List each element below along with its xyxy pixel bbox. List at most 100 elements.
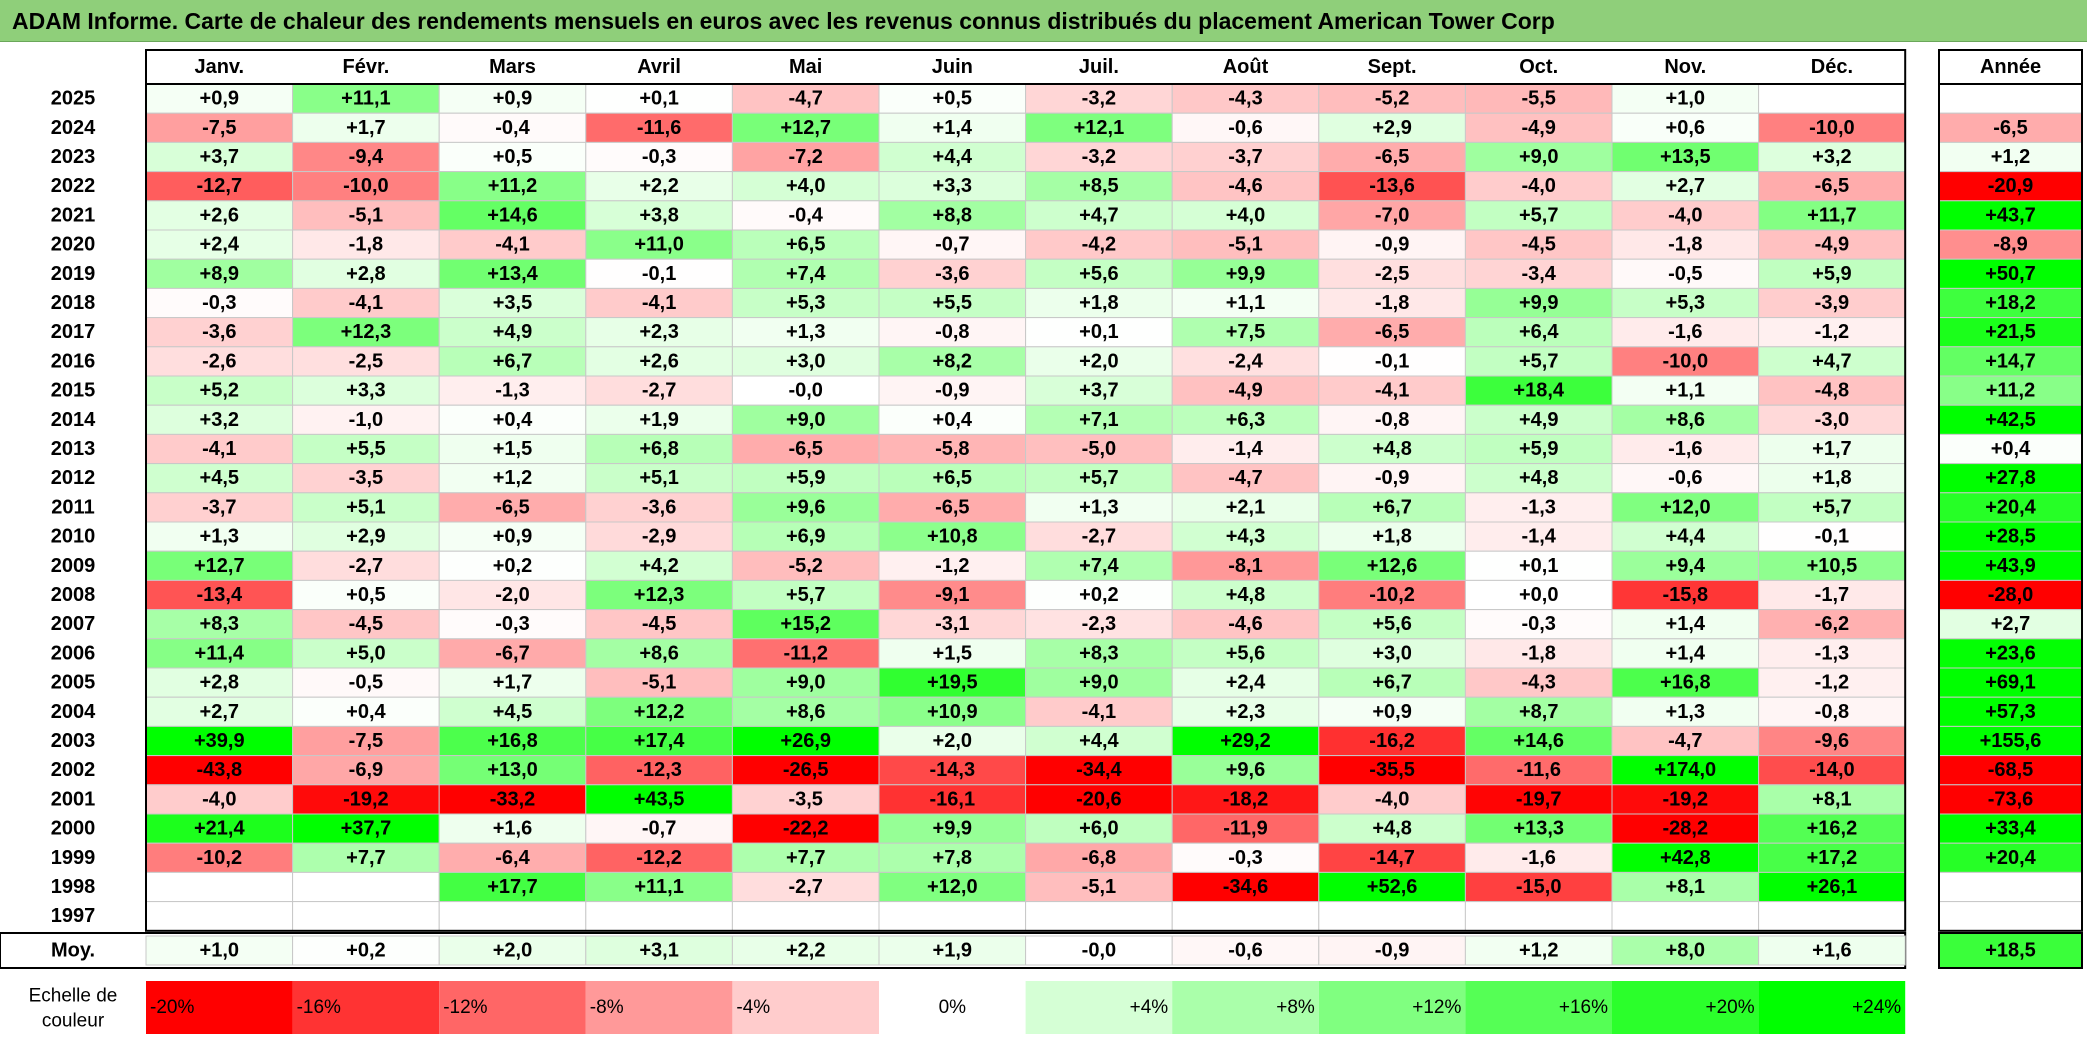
cell-value-2016-11: +4,7	[1812, 350, 1851, 372]
heatmap-cell	[1318, 463, 1466, 494]
cell-value-2009-2: +0,2	[493, 555, 532, 577]
heatmap-cell	[1318, 901, 1466, 932]
cell-value-2022-3: +2,2	[639, 175, 678, 197]
average-cell	[438, 935, 587, 966]
cell-value-2025-10: +1,0	[1666, 88, 1705, 110]
cell-value-2006-0: +11,4	[195, 642, 245, 664]
scale-swatch	[1172, 981, 1319, 1034]
cell-value-2005-8: +6,7	[1372, 672, 1411, 694]
heatmap-cell	[1171, 638, 1320, 669]
scale-label-line-1: Echelle de	[29, 986, 118, 1007]
cell-value-2012-2: +1,2	[493, 467, 532, 489]
cell-value-2022-11: -6,5	[1815, 175, 1849, 197]
heatmap-cell	[731, 141, 880, 173]
cell-value-1999-0: -10,2	[197, 847, 243, 869]
cell-value-2014-2: +0,4	[493, 409, 533, 431]
average-cell	[731, 935, 880, 966]
cell-value-2023-8: -6,5	[1375, 146, 1409, 168]
cell-value-2015-3: -2,7	[642, 380, 676, 402]
cell-value-2021-10: -4,0	[1668, 204, 1702, 226]
cell-value-2021-5: +8,8	[933, 204, 972, 226]
cell-value-2006-1: +5,0	[346, 642, 385, 664]
cell-value-2011-1: +5,1	[346, 496, 385, 518]
cell-value-2002-5: -14,3	[930, 759, 976, 781]
heatmap-cell	[1758, 521, 1906, 552]
cell-value-2000-10: -28,2	[1663, 818, 1709, 840]
cell-value-2012-6: +5,7	[1079, 467, 1118, 489]
heatmap-cell	[1025, 842, 1173, 873]
cell-value-2012-11: +1,8	[1812, 467, 1851, 489]
cell-value-2018-3: -4,1	[642, 292, 676, 314]
year-label-2019: 2019	[51, 263, 96, 285]
month-header-5: Juin	[932, 56, 973, 78]
annual-value-2020: -8,9	[1993, 234, 2027, 256]
heatmap-cell	[145, 463, 294, 494]
heatmap-cell	[1464, 901, 1613, 932]
cell-value-2025-2: +0,9	[493, 88, 532, 110]
heatmap-cell	[1611, 463, 1760, 494]
cell-value-2018-6: +1,8	[1079, 292, 1118, 314]
cell-value-2015-0: +5,2	[200, 380, 239, 402]
heatmap-cell	[1758, 755, 1906, 786]
heatmap-cell	[292, 346, 440, 377]
cell-value-2022-1: -10,0	[343, 175, 389, 197]
scale-label-3: -8%	[590, 997, 624, 1018]
cell-value-1999-3: -12,2	[636, 847, 682, 869]
cell-value-2023-1: -9,4	[349, 146, 384, 168]
heatmap-cell	[585, 492, 733, 523]
average-value-5: +1,9	[933, 940, 972, 962]
cell-value-2008-6: +0,2	[1079, 584, 1118, 606]
cell-value-1999-7: -0,3	[1228, 847, 1262, 869]
cell-value-2005-7: +2,4	[1226, 672, 1266, 694]
cell-value-2000-6: +6,0	[1079, 818, 1118, 840]
cell-value-2002-11: -14,0	[1809, 759, 1855, 781]
cell-value-2012-4: +5,9	[786, 467, 825, 489]
heatmap-cell	[1318, 346, 1466, 377]
average-cell	[1611, 935, 1760, 966]
heatmap-cell	[145, 433, 294, 465]
heatmap-cell	[292, 609, 440, 640]
heatmap-cell	[438, 579, 587, 611]
heatmap-cell	[1025, 229, 1173, 260]
year-label-2006: 2006	[51, 642, 96, 664]
heatmap-cell	[1318, 492, 1466, 523]
annual-value-2005: +69,1	[1985, 672, 2036, 694]
heatmap-cell	[585, 813, 733, 844]
cell-value-2014-7: +6,3	[1226, 409, 1265, 431]
annual-cell	[1938, 725, 2083, 757]
heatmap-cell	[292, 433, 440, 465]
heatmap-cell	[145, 901, 294, 932]
average-cell	[1464, 935, 1613, 966]
heatmap-cell	[438, 492, 587, 523]
cell-value-2004-0: +2,7	[200, 701, 239, 723]
heatmap-cell	[1611, 229, 1760, 260]
cell-value-2022-9: -4,0	[1521, 175, 1555, 197]
cell-value-2007-11: -6,2	[1815, 613, 1849, 635]
cell-value-2004-2: +4,5	[493, 701, 532, 723]
heatmap-cell	[1025, 492, 1173, 523]
cell-value-2021-9: +5,7	[1519, 204, 1558, 226]
year-label-2013: 2013	[51, 438, 96, 460]
cell-value-2001-11: +8,1	[1812, 788, 1851, 810]
cell-value-2016-0: -2,6	[202, 350, 236, 372]
cell-value-2011-6: +1,3	[1079, 496, 1118, 518]
scale-label-5: 0%	[939, 997, 967, 1018]
heatmap-cell	[585, 696, 733, 727]
heatmap-cell	[292, 579, 440, 611]
heatmap-cell	[1025, 755, 1173, 786]
scale-swatch	[1612, 981, 1759, 1034]
heatmap-cell	[1171, 287, 1320, 319]
heatmap-cell	[585, 404, 733, 435]
heatmap-cell	[292, 638, 440, 669]
cell-value-2012-9: +4,8	[1519, 467, 1558, 489]
cell-value-2005-5: +19,5	[927, 672, 978, 694]
cell-value-1998-10: +8,1	[1666, 876, 1705, 898]
heatmap-cell	[1171, 433, 1320, 465]
cell-value-2010-8: +1,8	[1372, 526, 1411, 548]
heatmap-cell	[145, 404, 294, 435]
cell-value-2024-7: -0,6	[1228, 117, 1262, 139]
year-label-2025: 2025	[51, 88, 96, 110]
cell-value-2024-0: -7,5	[202, 117, 236, 139]
annual-value-2001: -73,6	[1988, 788, 2034, 810]
heatmap-cell	[1464, 492, 1613, 523]
